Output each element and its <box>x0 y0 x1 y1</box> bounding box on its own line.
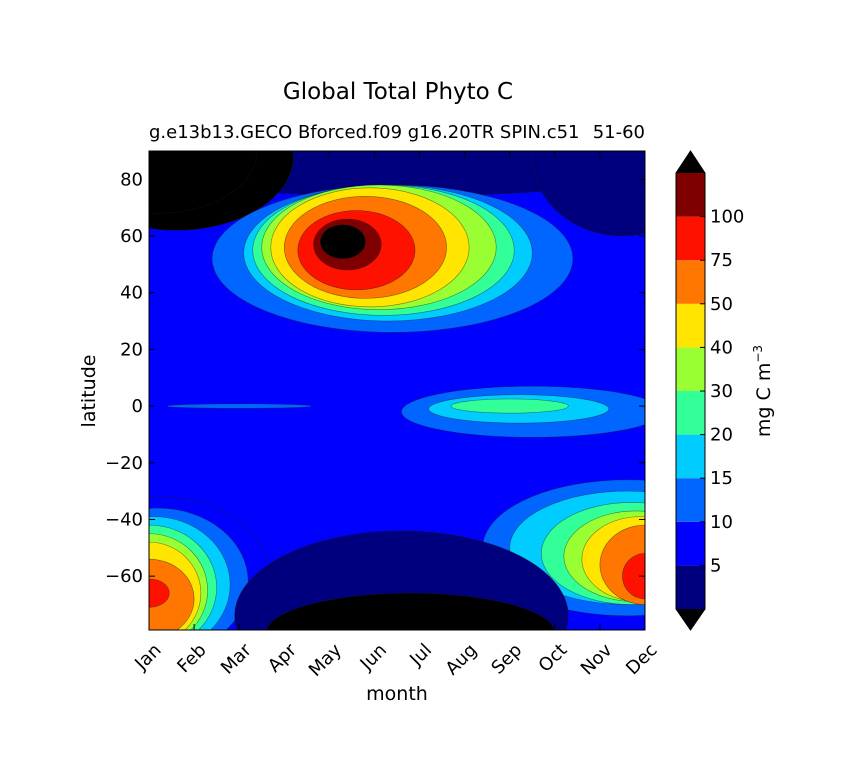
x-tick-label: May <box>305 639 346 680</box>
y-tick-label: −40 <box>105 509 143 530</box>
colorbar-segment <box>676 434 705 479</box>
colorbar-label-unit: mg C m <box>753 363 775 437</box>
x-tick-label: Dec <box>622 640 661 679</box>
colorbar-segment <box>676 216 705 261</box>
y-axis: 80 60 40 20 0 −20 −40 −60 <box>105 169 645 587</box>
y-tick-label: 60 <box>120 226 143 247</box>
equatorial-band-l4 <box>450 398 569 414</box>
y-tick-label: 0 <box>132 396 143 417</box>
x-tick-label: Sep <box>487 640 526 679</box>
colorbar-outline <box>675 150 706 631</box>
colorbar-over-arrow <box>676 151 705 173</box>
colorbar-segment <box>676 565 705 609</box>
equatorial-thin-line <box>166 403 312 409</box>
y-axis-label: latitude <box>78 355 100 428</box>
colorbar-tick-label: 10 <box>710 512 733 533</box>
y-tick-label: −60 <box>105 566 143 587</box>
x-tick-label: Aug <box>442 640 482 680</box>
x-tick-label: Jan <box>130 640 165 675</box>
x-tick-label: Jul <box>405 640 436 671</box>
colorbar-label: mg C m−3 <box>751 345 775 437</box>
colorbar: 5 10 15 20 30 40 50 75 100 <box>675 150 744 631</box>
chart-subtitle: g.e13b13.GECO Bforced.f09 g16.20TR SPIN.… <box>149 122 580 143</box>
colorbar-tick-label: 50 <box>710 294 733 315</box>
x-tick-label: Oct <box>535 640 572 677</box>
colorbar-label-exponent: −3 <box>751 345 765 363</box>
contour-fill <box>149 151 645 630</box>
colorbar-tick-label: 40 <box>710 337 733 358</box>
plot-frame <box>148 150 646 631</box>
colorbar-tick-label: 20 <box>710 425 733 446</box>
north-bloom-peak <box>320 224 366 260</box>
y-tick-label: −20 <box>105 453 143 474</box>
colorbar-segment <box>676 173 705 217</box>
south-early-bloom-l8 <box>149 578 170 608</box>
south-early-bloom-l7 <box>149 558 195 630</box>
x-axis-label: month <box>366 683 428 705</box>
colorbar-segment <box>676 260 705 304</box>
chart-subtitle-years: 51-60 <box>593 122 645 143</box>
x-tick-label: Jun <box>356 640 391 675</box>
x-tick-label: Apr <box>264 639 301 676</box>
north-polar-winter-right <box>531 151 645 237</box>
y-tick-label: 40 <box>120 283 143 304</box>
colorbar-under-arrow <box>676 609 705 630</box>
south-polar-winter <box>266 592 555 630</box>
colorbar-segment <box>676 347 705 391</box>
colorbar-segment <box>676 521 705 566</box>
colorbar-tick-label: 30 <box>710 381 733 402</box>
x-tick-label: Mar <box>217 639 256 678</box>
x-tick-label: Nov <box>577 639 617 679</box>
y-tick-label: 80 <box>120 169 143 190</box>
colorbar-tick-label: 5 <box>710 555 721 576</box>
colorbar-segment <box>676 478 705 522</box>
y-tick-label: 20 <box>120 339 143 360</box>
colorbar-segment <box>676 303 705 348</box>
colorbar-tick-label: 100 <box>710 207 744 228</box>
x-tick-label: Feb <box>173 640 210 677</box>
colorbar-tick-label: 15 <box>710 468 733 489</box>
chart-title: Global Total Phyto C <box>283 79 513 105</box>
plot-area <box>149 151 645 630</box>
colorbar-tick-label: 75 <box>710 250 733 271</box>
colorbar-segment <box>676 391 705 435</box>
